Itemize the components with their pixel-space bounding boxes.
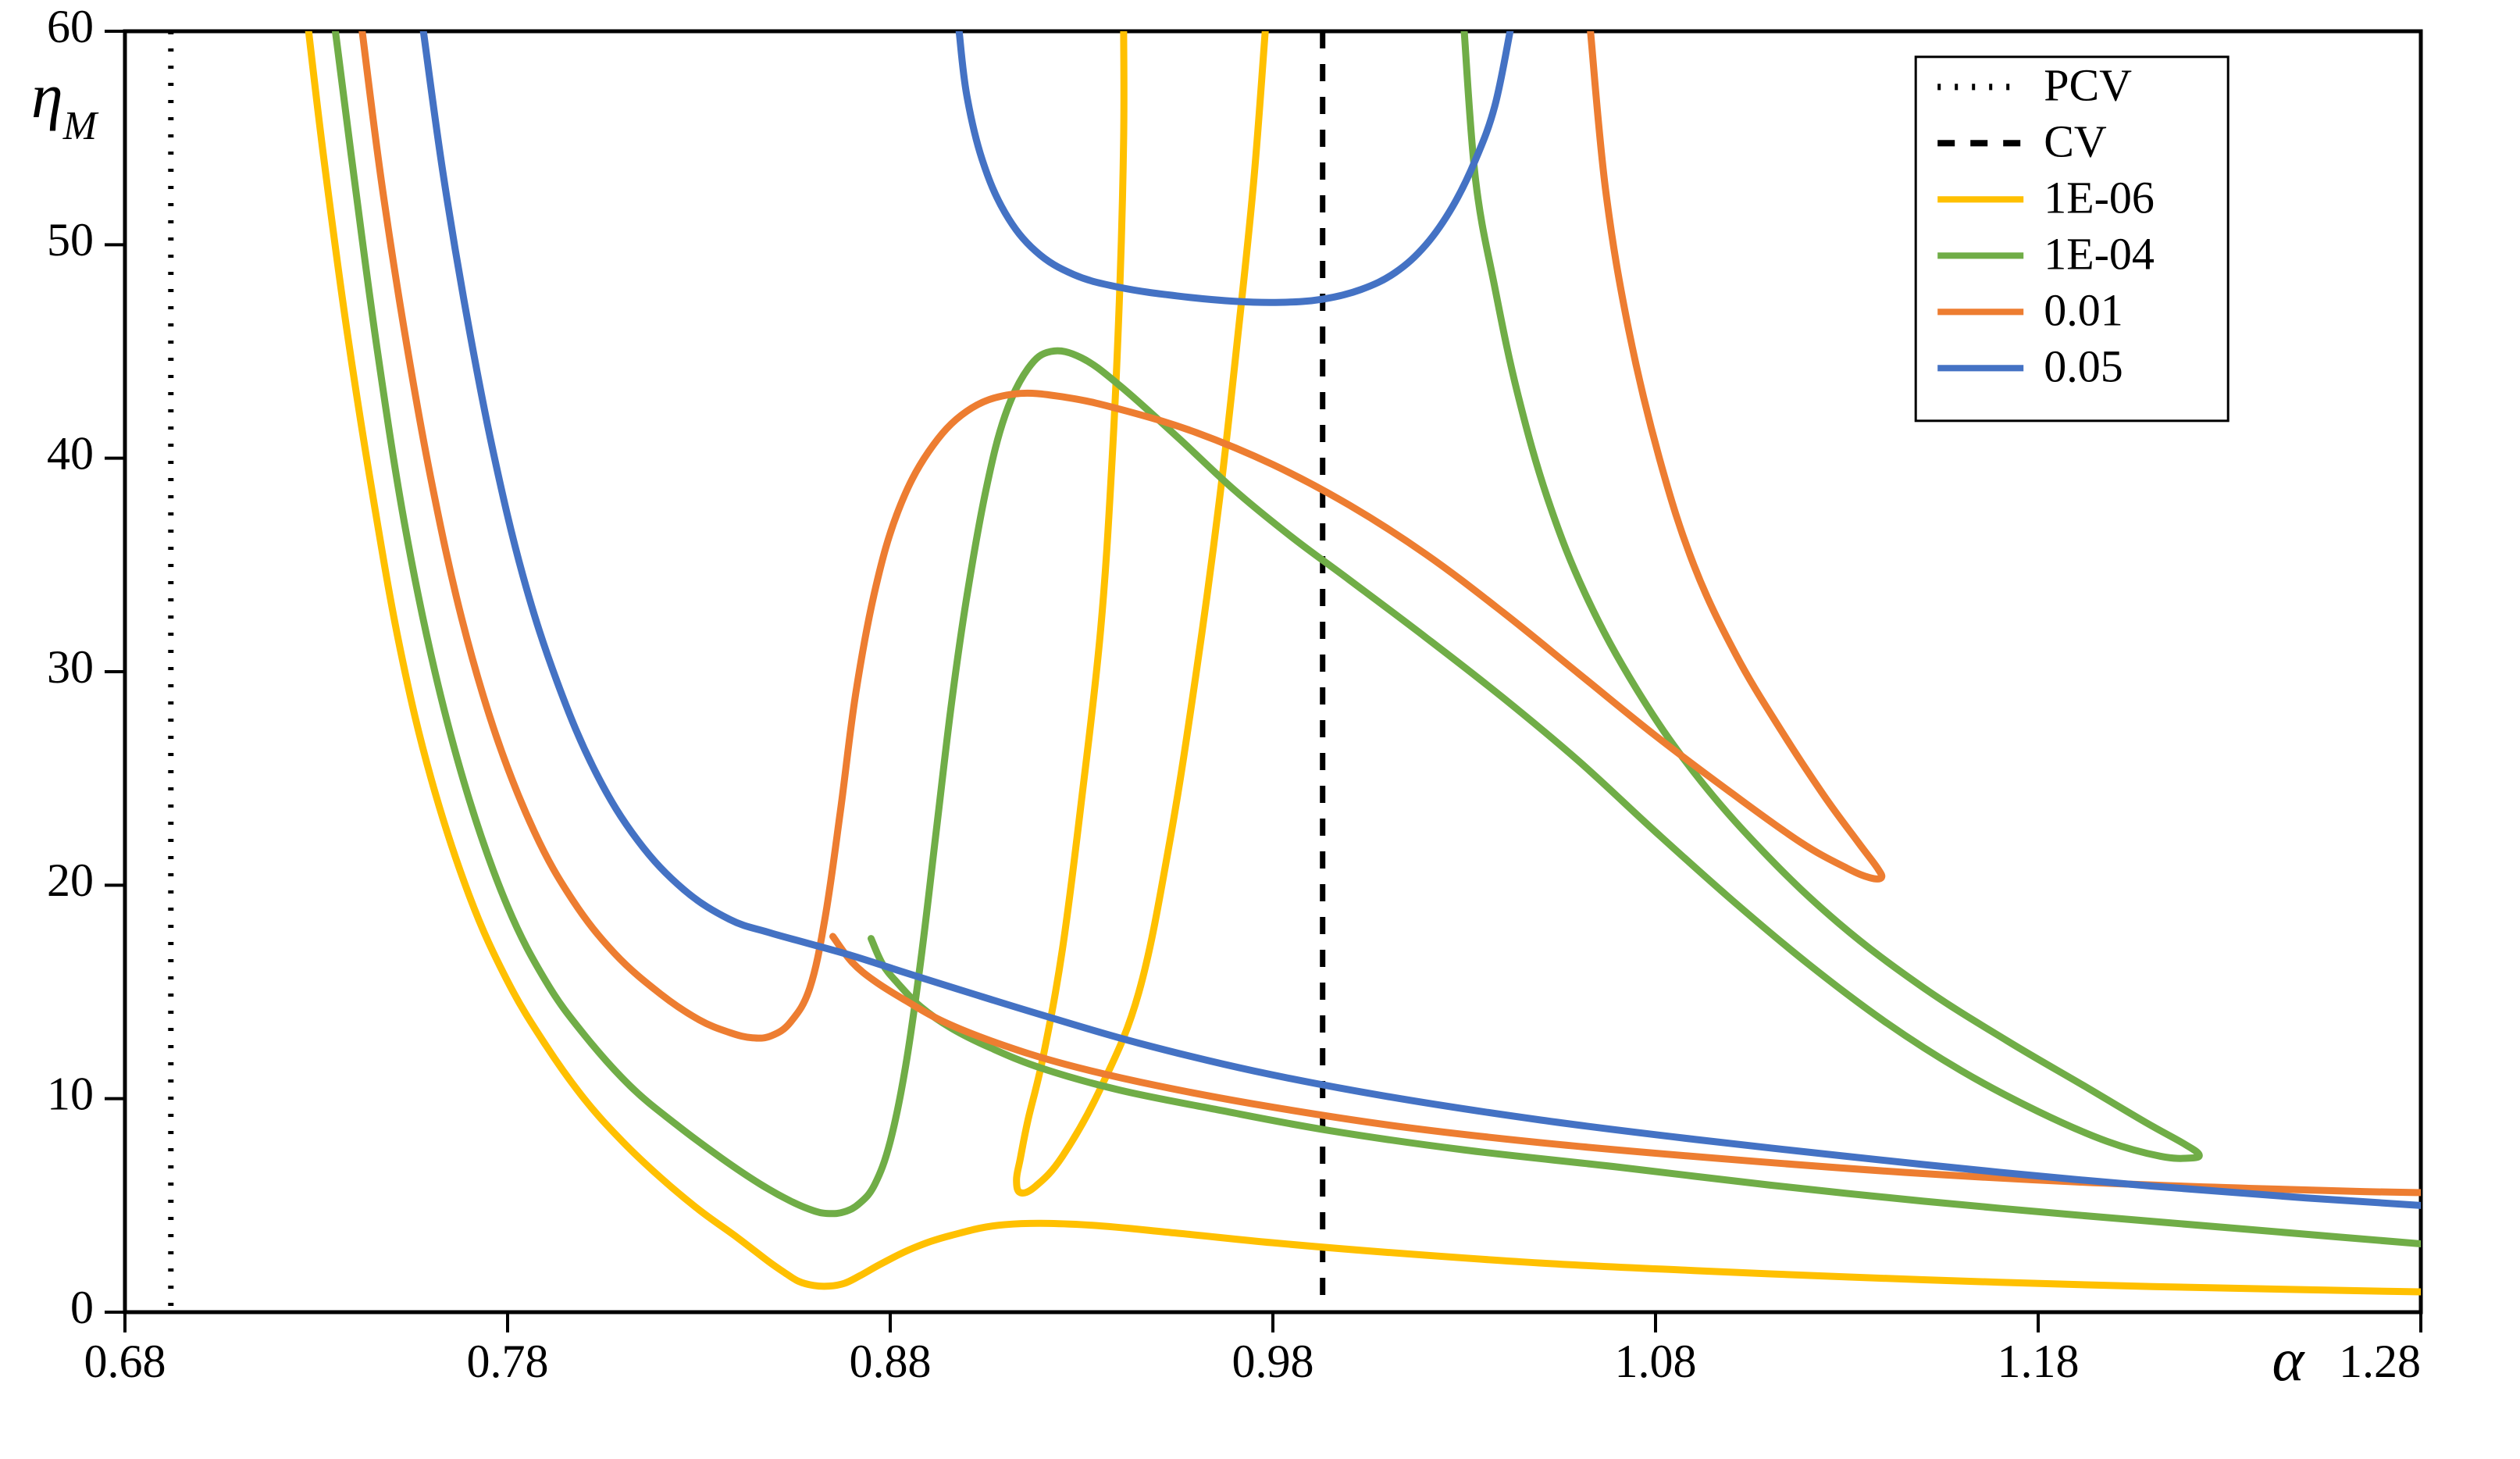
y-tick-label: 10 <box>47 1068 94 1119</box>
legend-label: PCV <box>2044 60 2132 111</box>
x-tick-label: 1.28 <box>2339 1336 2421 1387</box>
legend-label: 0.01 <box>2044 285 2123 336</box>
legend-label: 1E-04 <box>2044 229 2155 280</box>
resonance-chart: 0 10 20 30 40 50 60 0.68 0.78 0.88 0.98 1.08 1.18 1.2… <box>0 0 2520 1459</box>
y-tick-label: 60 <box>47 1 94 52</box>
legend-label: 1E-06 <box>2044 173 2155 223</box>
chart-container: 0 10 20 30 40 50 60 0.68 0.78 0.88 0.98 1.08 1.18 1.2… <box>0 0 2520 1459</box>
y-tick-label: 50 <box>47 214 94 266</box>
x-axis-title: α <box>2272 1325 2306 1393</box>
y-tick-label: 20 <box>47 854 94 906</box>
x-tick-label: 0.98 <box>1232 1336 1314 1387</box>
x-tick-label: 0.68 <box>84 1336 166 1387</box>
legend: PCVCV 1E-06 1E-040.010.05 <box>1916 57 2228 421</box>
x-tick-label: 1.08 <box>1615 1336 1697 1387</box>
legend-label: 0.05 <box>2044 341 2123 392</box>
y-tick-label: 30 <box>47 641 94 693</box>
y-tick-label: 40 <box>47 427 94 479</box>
x-tick-label: 1.18 <box>1998 1336 2080 1387</box>
legend-label: CV <box>2044 116 2107 167</box>
x-tick-label: 0.78 <box>467 1336 549 1387</box>
y-tick-label: 0 <box>70 1282 94 1333</box>
x-tick-label: 0.88 <box>850 1336 932 1387</box>
